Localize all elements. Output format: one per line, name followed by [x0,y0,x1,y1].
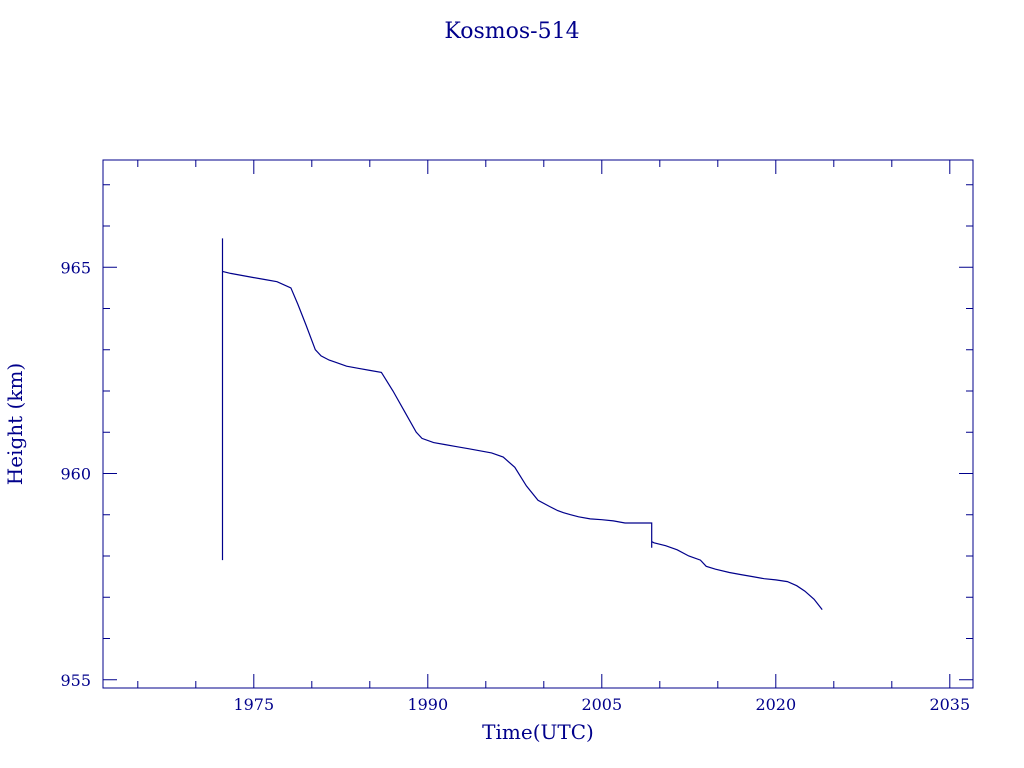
y-axis-title: Height (km) [3,363,27,485]
x-tick-label: 1975 [233,695,274,714]
y-tick-label: 955 [60,671,91,690]
x-tick-label: 2005 [581,695,622,714]
x-tick-label: 2020 [755,695,796,714]
tick-labels: 1975 1990 2005 2020 2035 955 960 965 [60,258,970,714]
x-tick-label: 2035 [929,695,970,714]
x-tick-label: 1990 [407,695,448,714]
plot-frame [102,159,974,689]
y-tick-label: 960 [60,465,91,484]
axis-ticks [103,160,973,688]
height-series-line [221,238,823,610]
x-axis-title: Time(UTC) [482,720,594,744]
y-tick-label: 965 [60,258,91,277]
chart-title: Kosmos-514 [444,19,579,44]
